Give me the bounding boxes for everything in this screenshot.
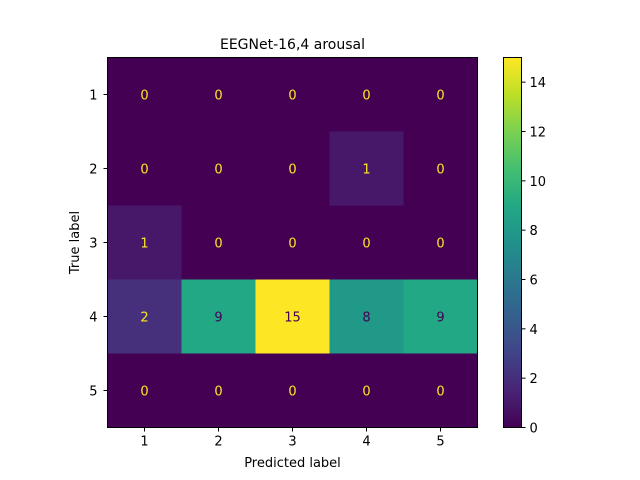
heatmap-cell-r1-c5 (403, 57, 478, 132)
heatmap-cell-r4-c5 (403, 279, 478, 354)
heatmap-cell-r3-c4 (329, 205, 404, 280)
x-tick-label: 2 (214, 435, 222, 450)
cell-value-label: 1 (362, 163, 370, 178)
heatmap-cell-r2-c3 (255, 131, 330, 206)
heatmap-cell-r4-c1 (107, 279, 182, 354)
colorbar-tick-label: 0 (530, 422, 538, 437)
colorbar-tick-label: 4 (530, 323, 538, 338)
colorbar (503, 57, 522, 428)
heatmap-cell-r1-c3 (255, 57, 330, 132)
cell-value-label: 0 (362, 385, 370, 400)
colorbar-tick-label: 14 (530, 76, 547, 91)
heatmap-cell-r3-c1 (107, 205, 182, 280)
cell-value-label: 0 (214, 237, 222, 252)
heatmap-cell-r1-c1 (107, 57, 182, 132)
cell-value-label: 1 (140, 237, 148, 252)
y-tick-label: 4 (89, 311, 97, 326)
y-tick-label: 3 (89, 237, 97, 252)
cell-value-label: 0 (436, 237, 444, 252)
colorbar-tick-label: 12 (530, 126, 547, 141)
cell-value-label: 9 (214, 311, 222, 326)
heatmap-cell-r1-c4 (329, 57, 404, 132)
heatmap-cell-r2-c1 (107, 131, 182, 206)
cell-value-label: 8 (362, 311, 370, 326)
colorbar-tick-label: 8 (530, 224, 538, 239)
heatmap-cell-r4-c2 (181, 279, 256, 354)
x-axis-label: Predicted label (244, 456, 341, 471)
cell-value-label: 9 (436, 311, 444, 326)
cell-value-label: 0 (288, 237, 296, 252)
heatmap-cell-r3-c5 (403, 205, 478, 280)
cell-value-label: 2 (140, 311, 148, 326)
heatmap-cell-r2-c2 (181, 131, 256, 206)
x-tick-label: 3 (288, 435, 296, 450)
heatmap-cell-r5-c1 (107, 353, 182, 428)
y-tick-label: 5 (89, 385, 97, 400)
heatmap-cell-r2-c5 (403, 131, 478, 206)
heatmap-cell-r5-c2 (181, 353, 256, 428)
x-tick-label: 4 (362, 435, 370, 450)
cell-value-label: 0 (140, 89, 148, 104)
heatmap-cell-r3-c2 (181, 205, 256, 280)
cell-value-label: 0 (214, 163, 222, 178)
y-tick-label: 2 (89, 163, 97, 178)
cell-value-label: 0 (288, 385, 296, 400)
cell-value-label: 0 (436, 89, 444, 104)
cell-value-label: 0 (436, 163, 444, 178)
heatmap-cell-r4-c3 (255, 279, 330, 354)
heatmap-cell-r1-c2 (181, 57, 256, 132)
colorbar-tick-label: 2 (530, 372, 538, 387)
cell-value-label: 0 (362, 237, 370, 252)
cell-value-label: 0 (214, 89, 222, 104)
cell-value-label: 0 (288, 163, 296, 178)
cell-value-label: 0 (288, 89, 296, 104)
heatmap-cell-r4-c4 (329, 279, 404, 354)
y-axis-label: True label (68, 211, 83, 275)
cell-value-label: 0 (436, 385, 444, 400)
heatmap-cell-r2-c4 (329, 131, 404, 206)
heatmap-cell-r5-c5 (403, 353, 478, 428)
cell-value-label: 0 (140, 385, 148, 400)
heatmap-cell-r5-c3 (255, 353, 330, 428)
heatmap-cell-r3-c3 (255, 205, 330, 280)
y-tick-label: 1 (89, 89, 97, 104)
cell-value-label: 0 (140, 163, 148, 178)
x-tick-label: 1 (140, 435, 148, 450)
cell-value-label: 0 (362, 89, 370, 104)
colorbar-tick-label: 6 (530, 274, 538, 289)
x-tick-label: 5 (436, 435, 444, 450)
cell-value-label: 15 (284, 311, 301, 326)
heatmap-cell-r5-c4 (329, 353, 404, 428)
cell-value-label: 0 (214, 385, 222, 400)
colorbar-tick-label: 10 (530, 175, 547, 190)
chart-title: EEGNet-16,4 arousal (220, 37, 365, 53)
